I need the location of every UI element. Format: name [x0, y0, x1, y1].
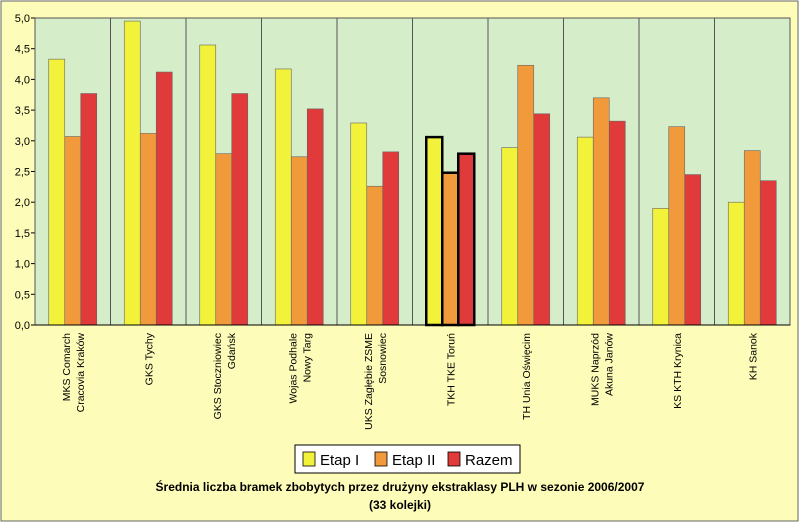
x-tick-label: KS KTH Krynica [672, 333, 684, 409]
x-tick-label: UKS Zagłębie ZSME [363, 333, 375, 430]
x-tick-label: TH Unia Oświęcim [521, 333, 533, 420]
bar [215, 153, 233, 326]
x-tick-label: Cracovia Kraków [75, 333, 87, 413]
bar [668, 126, 686, 326]
bar [366, 185, 384, 326]
chart-title: Średnia liczba bramek zbobytych przez dr… [156, 479, 645, 494]
bar [592, 97, 610, 326]
y-tick-label: 0,0 [15, 320, 30, 332]
bar [80, 93, 98, 326]
y-tick-label: 1,0 [15, 259, 30, 271]
y-tick-label: 4,0 [15, 74, 30, 86]
legend-swatch [374, 451, 388, 467]
x-tick-label: Akuna Janów [603, 333, 615, 396]
bar [425, 135, 444, 327]
x-tick-label: KH Sanok [747, 332, 759, 380]
y-tick-label: 0,5 [15, 289, 30, 301]
x-tick-label: Sosnowiec [377, 333, 389, 384]
y-tick-label: 3,5 [15, 105, 30, 117]
x-tick-label: GKS Tychy [143, 332, 155, 385]
bar [64, 136, 82, 326]
bar [652, 208, 670, 326]
bar [199, 44, 217, 326]
bar [759, 180, 777, 326]
bar [231, 93, 249, 326]
bar [743, 150, 761, 326]
y-tick-label: 2,5 [15, 167, 30, 179]
bar [441, 171, 460, 327]
x-tick-label: Nowy Targ [301, 333, 313, 383]
bar [576, 136, 594, 326]
bar [517, 64, 535, 326]
bar [155, 71, 173, 326]
y-tick-label: 1,5 [15, 228, 30, 240]
bar [139, 133, 157, 326]
legend-swatch [302, 451, 316, 467]
bar [48, 58, 66, 326]
legend-label: Etap I [320, 452, 359, 469]
bar [457, 152, 476, 327]
bar [727, 201, 745, 326]
x-tick-label: MUKS Naprzód [589, 333, 601, 406]
chart-subtitle: (33 kolejki) [369, 498, 431, 512]
bar [684, 174, 702, 326]
y-tick-label: 4,5 [15, 44, 30, 56]
bar [501, 147, 519, 326]
legend [294, 444, 521, 474]
x-tick-label: GKS Stoczniowiec [212, 333, 224, 419]
bar [382, 151, 400, 326]
bar [350, 122, 368, 326]
bar [306, 108, 324, 326]
bar [274, 68, 292, 326]
legend-label: Razem [465, 452, 513, 469]
y-tick-label: 3,0 [15, 136, 30, 148]
bar [533, 113, 551, 326]
y-tick-label: 2,0 [15, 197, 30, 209]
x-tick-label: Wojas Podhale [287, 333, 299, 404]
y-tick-label: 5,0 [15, 13, 30, 25]
bar [608, 120, 626, 326]
bar [290, 156, 308, 326]
x-tick-label: TKH TKE Toruń [445, 333, 457, 406]
x-tick-label: Gdańsk [226, 332, 238, 369]
x-tick-label: MKS Comarch [61, 333, 73, 401]
legend-swatch [447, 451, 461, 467]
bar [123, 20, 141, 326]
legend-label: Etap II [392, 452, 435, 469]
